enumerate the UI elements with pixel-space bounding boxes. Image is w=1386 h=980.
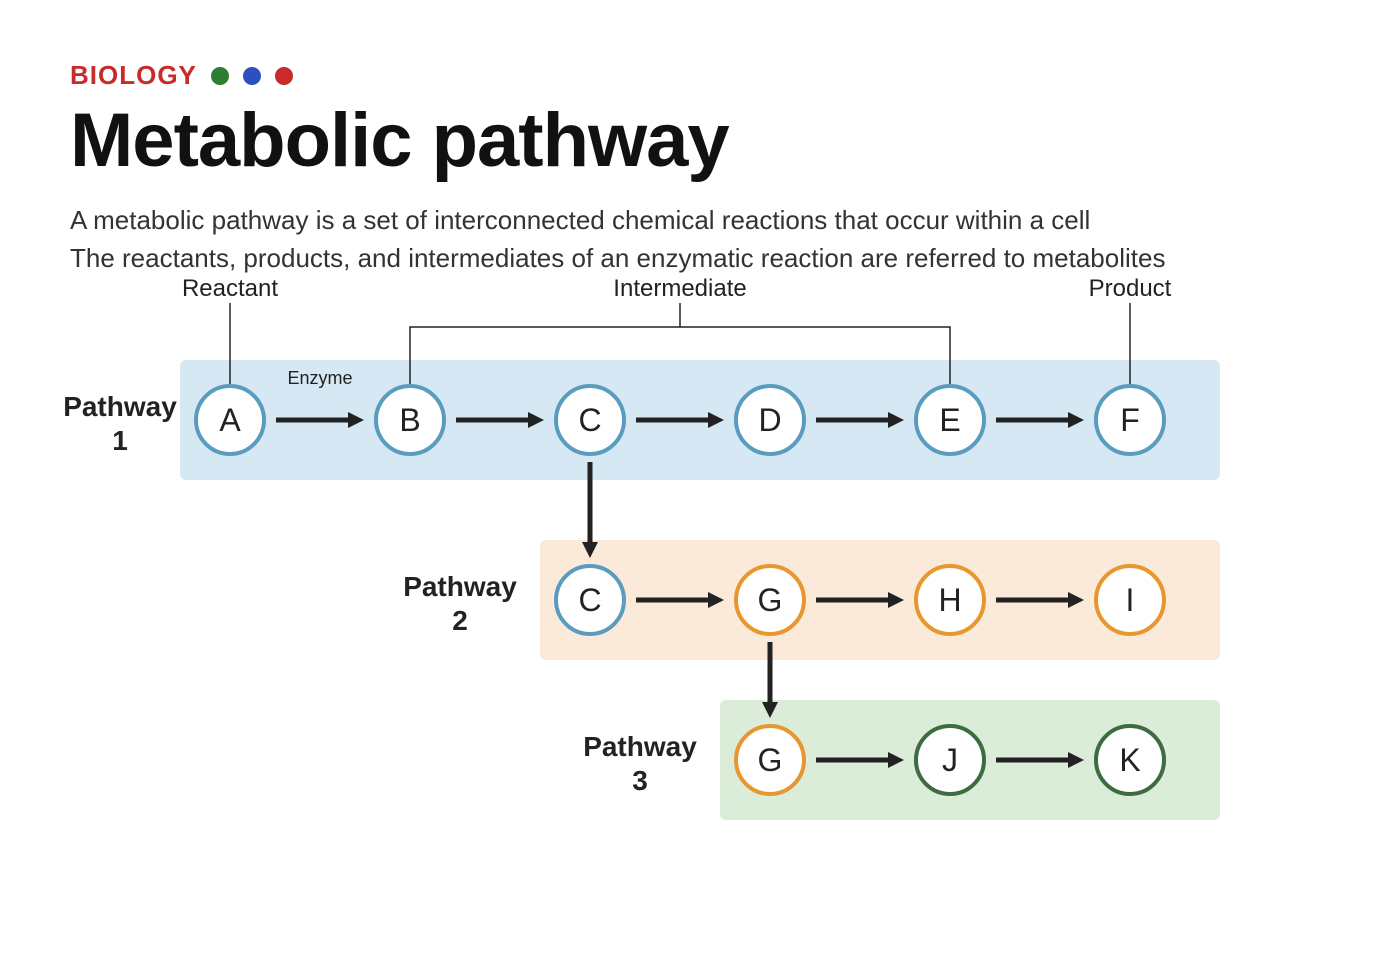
node-c-p1: C (554, 384, 626, 456)
node-g-p2: G (734, 564, 806, 636)
dot-2 (243, 67, 261, 85)
tick-line (679, 303, 681, 325)
pathway-label-1: Pathway1 (50, 390, 190, 457)
description: A metabolic pathway is a set of intercon… (70, 202, 1290, 277)
node-b-p1: B (374, 384, 446, 456)
label-enzyme: Enzyme (280, 368, 360, 390)
node-k-p3: K (1094, 724, 1166, 796)
pathway-label-2: Pathway2 (390, 570, 530, 637)
eyebrow-text: BIOLOGY (70, 60, 197, 91)
label-reactant: Reactant (170, 275, 290, 304)
label-product: Product (1070, 275, 1190, 304)
desc-line-2: The reactants, products, and intermediat… (70, 240, 1290, 278)
desc-line-1: A metabolic pathway is a set of intercon… (70, 202, 1290, 240)
eyebrow: BIOLOGY (70, 60, 1316, 91)
node-f-p1: F (1094, 384, 1166, 456)
pathway-diagram: Pathway1ABCDEFPathway2CGHIPathway3GJKRea… (0, 300, 1386, 900)
page-title: Metabolic pathway (70, 97, 1316, 184)
node-g-p3: G (734, 724, 806, 796)
node-i-p2: I (1094, 564, 1166, 636)
node-d-p1: D (734, 384, 806, 456)
node-c-p2: C (554, 564, 626, 636)
node-h-p2: H (914, 564, 986, 636)
label-intermediate: Intermediate (590, 275, 770, 304)
node-j-p3: J (914, 724, 986, 796)
pathway-label-3: Pathway3 (570, 730, 710, 797)
node-a-p1: A (194, 384, 266, 456)
node-e-p1: E (914, 384, 986, 456)
dot-1 (211, 67, 229, 85)
dot-3 (275, 67, 293, 85)
